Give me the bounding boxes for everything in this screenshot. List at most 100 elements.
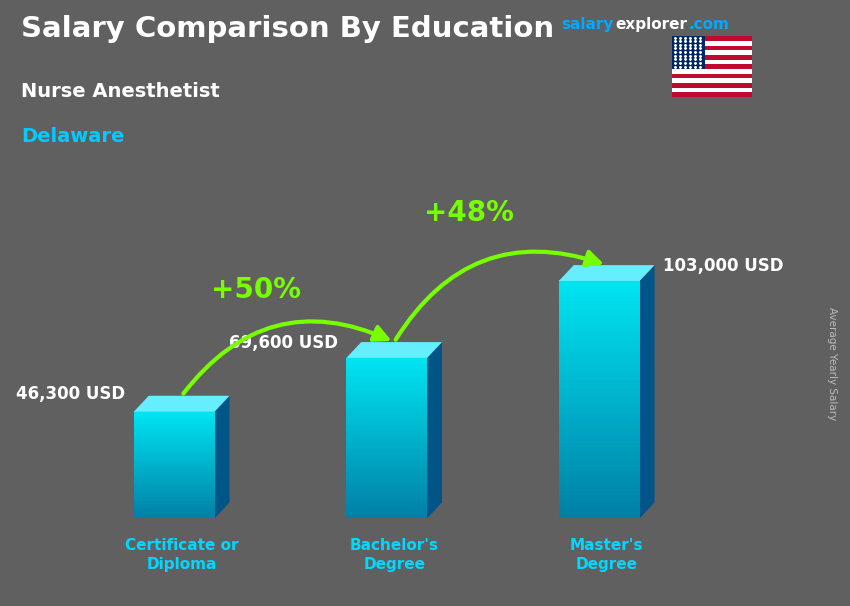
Bar: [672, 59, 752, 64]
Bar: [133, 497, 214, 499]
Bar: [133, 509, 214, 511]
Bar: [133, 425, 214, 428]
Bar: [559, 474, 639, 479]
Bar: [559, 514, 639, 518]
Bar: [559, 340, 639, 344]
Bar: [559, 281, 639, 285]
Bar: [133, 427, 214, 430]
Bar: [133, 421, 214, 422]
Bar: [347, 361, 427, 363]
Bar: [133, 472, 214, 474]
Bar: [559, 359, 639, 364]
Bar: [133, 514, 214, 516]
Bar: [133, 467, 214, 468]
Bar: [347, 424, 427, 427]
Bar: [347, 470, 427, 473]
Bar: [133, 488, 214, 490]
Bar: [347, 446, 427, 449]
Bar: [559, 324, 639, 328]
Bar: [672, 78, 752, 83]
Bar: [347, 384, 427, 387]
Bar: [347, 363, 427, 366]
Bar: [347, 502, 427, 505]
Bar: [133, 490, 214, 491]
Text: Certificate or
Diploma: Certificate or Diploma: [125, 539, 239, 572]
Bar: [347, 486, 427, 489]
Bar: [347, 513, 427, 516]
Bar: [133, 463, 214, 465]
Bar: [559, 320, 639, 324]
Bar: [133, 504, 214, 506]
Bar: [133, 419, 214, 421]
Bar: [133, 450, 214, 453]
Bar: [133, 511, 214, 513]
Bar: [347, 416, 427, 419]
Bar: [133, 424, 214, 426]
Bar: [559, 348, 639, 352]
Bar: [347, 459, 427, 462]
Bar: [559, 399, 639, 404]
Text: Delaware: Delaware: [21, 127, 125, 146]
Bar: [559, 411, 639, 416]
Bar: [347, 441, 427, 444]
Bar: [347, 507, 427, 510]
Bar: [347, 510, 427, 513]
Bar: [133, 491, 214, 493]
Bar: [347, 405, 427, 408]
Text: Master's
Degree: Master's Degree: [570, 539, 643, 572]
Text: +48%: +48%: [423, 199, 513, 227]
Text: Bachelor's
Degree: Bachelor's Degree: [349, 539, 439, 572]
Bar: [347, 419, 427, 422]
Bar: [672, 92, 752, 97]
Bar: [559, 502, 639, 507]
Bar: [133, 502, 214, 504]
Bar: [559, 332, 639, 336]
Bar: [559, 442, 639, 447]
Bar: [559, 407, 639, 411]
Bar: [133, 484, 214, 486]
Bar: [347, 374, 427, 377]
Bar: [347, 475, 427, 478]
Bar: [347, 395, 427, 398]
Bar: [347, 403, 427, 406]
Bar: [672, 50, 752, 55]
Bar: [347, 451, 427, 454]
Bar: [559, 498, 639, 502]
Polygon shape: [133, 396, 230, 411]
Bar: [559, 376, 639, 380]
Bar: [347, 376, 427, 379]
Bar: [559, 462, 639, 467]
Bar: [133, 447, 214, 449]
Bar: [672, 45, 752, 50]
Bar: [133, 440, 214, 442]
Polygon shape: [427, 342, 442, 518]
Bar: [559, 387, 639, 391]
Bar: [347, 465, 427, 467]
Bar: [347, 496, 427, 499]
Bar: [347, 483, 427, 486]
Bar: [133, 470, 214, 472]
Bar: [133, 411, 214, 413]
Bar: [133, 501, 214, 502]
Text: Average Yearly Salary: Average Yearly Salary: [827, 307, 837, 420]
Bar: [347, 467, 427, 470]
Bar: [347, 443, 427, 446]
Bar: [133, 459, 214, 461]
Bar: [347, 515, 427, 518]
Bar: [347, 462, 427, 465]
Bar: [133, 486, 214, 488]
Bar: [672, 55, 752, 59]
Text: explorer: explorer: [615, 17, 688, 32]
Bar: [559, 435, 639, 439]
Bar: [347, 371, 427, 374]
Bar: [559, 439, 639, 443]
Text: Nurse Anesthetist: Nurse Anesthetist: [21, 82, 220, 101]
Bar: [347, 494, 427, 497]
Bar: [559, 395, 639, 399]
Bar: [559, 486, 639, 491]
Bar: [347, 387, 427, 390]
Bar: [559, 403, 639, 407]
Bar: [672, 36, 752, 41]
Bar: [133, 452, 214, 454]
Bar: [133, 481, 214, 483]
